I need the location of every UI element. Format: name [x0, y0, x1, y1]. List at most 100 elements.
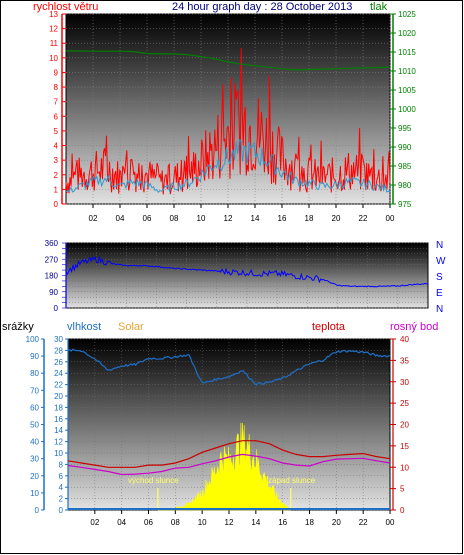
humidity-temp-series	[67, 348, 391, 511]
rain-tick-label: 50	[30, 421, 39, 430]
x-tick-label: 06	[143, 214, 152, 223]
humidity-tick-label: 2	[59, 495, 64, 504]
pressure-tick-label: 1005	[398, 86, 416, 95]
rain-axis-title: srážky	[2, 321, 34, 333]
wind-tick-label: 13	[49, 10, 58, 19]
x-tick-label: 22	[359, 214, 368, 223]
temperature-tick-label: 5	[400, 485, 405, 494]
wind-tick-label: 7	[54, 98, 59, 107]
x-tick-label: 18	[305, 518, 314, 527]
humidity-tick-label: 18	[54, 403, 63, 412]
humidity-tick-label: 16	[54, 415, 63, 424]
humidity-tick-label: 14	[54, 426, 63, 435]
compass-label: N	[436, 240, 443, 251]
wind-axis-title: rychlost větru	[33, 1, 98, 13]
temperature-tick-label: 0	[400, 506, 405, 515]
pressure-tick-label: 1000	[398, 105, 416, 114]
pressure-tick-label: 985	[398, 162, 412, 171]
solar-area	[157, 422, 292, 511]
rain-tick-label: 20	[30, 472, 39, 481]
wind-tick-label: 3	[54, 156, 59, 165]
pressure-tick-label: 980	[398, 181, 412, 190]
x-tick-label: 02	[89, 214, 98, 223]
pressure-axis: 975 980 985 990 995 1000 1005 1010 1015 1020 1025	[390, 10, 416, 209]
pressure-tick-label: 1025	[398, 10, 416, 19]
wind-tick-label: 11	[50, 39, 59, 48]
wind-tick-label: 8	[54, 83, 59, 92]
x-tick-label: 22	[359, 518, 368, 527]
x-tick-label: 16	[278, 214, 287, 223]
humidity-tick-label: 8	[59, 460, 64, 469]
x-tick-label: 20	[332, 214, 341, 223]
wind-x-axis: 02 04 06 08 10 12 14 16 18 20 22 00	[89, 204, 395, 223]
compass-label: E	[436, 288, 443, 299]
x-tick-label: 06	[144, 518, 153, 527]
x-tick-label: 14	[251, 518, 260, 527]
solar-axis-title: Solar	[118, 321, 144, 333]
wind-average-line	[65, 139, 391, 193]
x-tick-label: 00	[386, 214, 395, 223]
pressure-axis-title: tlak	[370, 1, 388, 13]
humidity-tick-label: 22	[54, 381, 63, 390]
rain-tick-label: 70	[30, 386, 39, 395]
direction-tick-label: 360	[45, 239, 59, 248]
wind-tick-label: 9	[54, 68, 59, 77]
humidity-x-axis: 02 04 06 08 10 12 14 16 18 20 22 00	[90, 510, 395, 527]
x-tick-label: 10	[197, 214, 206, 223]
x-tick-label: 20	[332, 518, 341, 527]
wind-tick-label: 12	[49, 25, 58, 34]
x-tick-label: 00	[386, 518, 395, 527]
humidity-tick-label: 0	[59, 506, 64, 515]
humidity-tick-label: 30	[54, 335, 63, 344]
wind-pressure-series	[65, 47, 391, 195]
x-tick-label: 12	[225, 518, 234, 527]
pressure-tick-label: 1020	[398, 29, 416, 38]
rain-tick-label: 80	[30, 369, 39, 378]
humidity-tick-label: 28	[54, 346, 63, 355]
wind-direction-line	[65, 255, 429, 288]
compass-label: W	[436, 256, 446, 267]
x-tick-label: 12	[224, 214, 233, 223]
wind-tick-label: 5	[54, 127, 59, 136]
x-tick-label: 04	[117, 518, 126, 527]
temperature-tick-label: 35	[400, 356, 409, 365]
pressure-tick-label: 1010	[398, 67, 416, 76]
rain-tick-label: 100	[26, 335, 40, 344]
wind-tick-label: 10	[49, 54, 58, 63]
wind-tick-label: 4	[54, 142, 59, 151]
rain-tick-label: 10	[30, 489, 39, 498]
rain-tick-label: 90	[30, 352, 39, 361]
x-tick-label: 14	[251, 214, 260, 223]
temperature-tick-label: 25	[400, 399, 409, 408]
direction-tick-label: 90	[49, 288, 58, 297]
humidity-tick-label: 10	[54, 449, 63, 458]
humidity-tick-label: 24	[54, 369, 63, 378]
x-tick-label: 04	[116, 214, 125, 223]
wind-tick-label: 6	[54, 112, 59, 121]
dewpoint-line	[67, 453, 391, 476]
wind-grid	[66, 13, 391, 205]
temperature-axis: 0 5 10 15 20 25 30 35 40	[390, 335, 409, 515]
wind-tick-label: 2	[54, 171, 59, 180]
pressure-tick-label: 990	[398, 143, 412, 152]
rain-tick-label: 0	[35, 506, 40, 515]
chart-title: 24 hour graph day : 28 October 2013	[172, 1, 352, 13]
wind-tick-label: 1	[54, 185, 59, 194]
x-tick-label: 02	[90, 518, 99, 527]
pressure-tick-label: 1015	[398, 48, 416, 57]
humidity-tick-label: 20	[54, 392, 63, 401]
direction-series	[65, 255, 429, 288]
wind-tick-label: 0	[54, 200, 59, 209]
direction-axis: 0 90 180 270 360	[45, 239, 67, 313]
sunrise-label: východ slunce	[128, 476, 179, 485]
dewpoint-axis-title: rosný bod	[390, 321, 438, 333]
x-tick-label: 16	[278, 518, 287, 527]
sunset-label: západ slunce	[268, 476, 316, 485]
temperature-tick-label: 30	[400, 378, 409, 387]
direction-tick-label: 0	[54, 304, 59, 313]
pressure-line	[65, 50, 391, 71]
temperature-tick-label: 20	[400, 421, 409, 430]
temperature-tick-label: 15	[400, 442, 409, 451]
